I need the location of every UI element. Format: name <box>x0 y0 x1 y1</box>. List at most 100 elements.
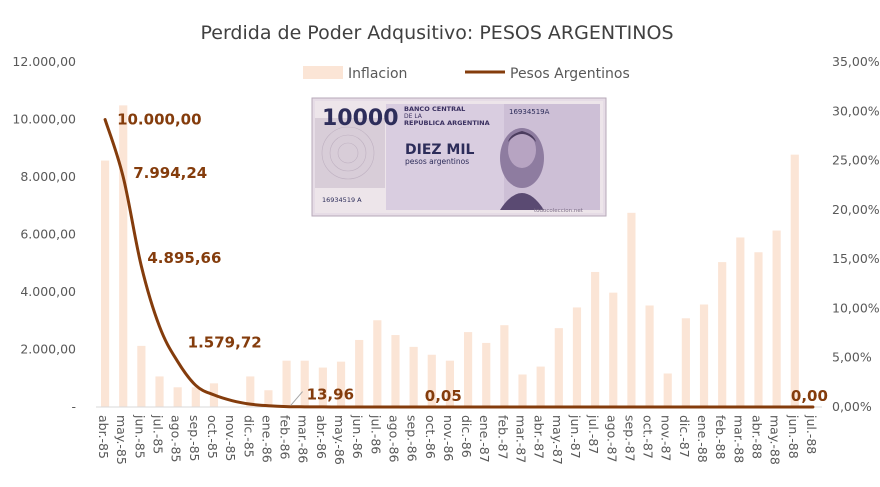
x-axis-tick-label: abr.-85 <box>96 415 111 459</box>
inflacion-bar <box>536 366 545 407</box>
inflacion-bar <box>300 360 309 407</box>
inflacion-bar <box>736 237 745 407</box>
x-axis-tick-label: jul.-86 <box>368 414 383 454</box>
inflacion-bar <box>191 387 200 407</box>
inflacion-bar <box>463 332 473 407</box>
data-label: 0,00 <box>791 387 828 405</box>
x-axis-tick-label: ene.-86 <box>259 415 274 463</box>
data-label: 13,96 <box>307 386 354 404</box>
x-axis-tick-label: jun.-86 <box>350 414 365 459</box>
inflacion-bar <box>772 230 781 407</box>
left-axis-tick-label: 2.000,00 <box>20 342 76 357</box>
x-axis-tick-label: jul.-87 <box>586 414 601 454</box>
x-axis-tick-label: nov.-86 <box>441 415 456 461</box>
inflacion-bar <box>355 339 364 407</box>
x-axis-tick-label: may.-87 <box>550 415 565 465</box>
x-axis-tick-label: abr.-88 <box>749 415 764 459</box>
inflacion-bar <box>754 252 763 407</box>
left-axis-tick-label: 8.000,00 <box>20 169 76 184</box>
x-axis-tick-label: sep.-86 <box>405 415 420 462</box>
inflacion-bar <box>572 307 582 407</box>
right-axis-tick-label: 25,00% <box>832 153 880 168</box>
inflacion-bar <box>246 376 255 407</box>
left-axis: - 2.000,00 4.000,00 6.000,00 8.000,00 10.000,… <box>12 54 76 414</box>
banknote-bank-line1: BANCO CENTRAL <box>404 105 465 113</box>
x-axis-tick-label: ene.-87 <box>477 415 492 463</box>
x-axis-tick-label: sep.-87 <box>622 415 637 462</box>
data-label: 1.579,72 <box>188 334 262 352</box>
x-axis-tick-label: jul.-88 <box>804 414 819 454</box>
x-axis-tick-label: jun.-87 <box>568 414 583 459</box>
x-axis-ticks: abr.-85 may.-85 jun.-85 jul.-85 ago.-85 sep.-… <box>96 414 819 465</box>
right-axis-tick-label: 30,00% <box>832 103 880 118</box>
x-axis-tick-label: may.-85 <box>114 415 129 465</box>
x-axis-tick-label: nov.-87 <box>659 415 674 461</box>
inflacion-bar <box>155 376 164 407</box>
x-axis-tick-label: oct.-87 <box>641 415 656 459</box>
x-axis-tick-label: jun.-85 <box>132 414 147 459</box>
data-labels: 10.000,00 7.994,24 4.895,66 1.579,72 13,96 0,… <box>117 111 828 406</box>
x-axis-tick-label: dic.-87 <box>677 415 692 458</box>
x-axis-tick-label: mar.-87 <box>514 415 529 463</box>
right-axis-tick-label: 20,00% <box>832 202 880 217</box>
x-axis-tick-label: mar.-88 <box>731 415 746 463</box>
inflacion-bars <box>100 105 799 407</box>
x-axis-tick-label: ago.-87 <box>604 415 619 462</box>
inflacion-bar <box>699 304 709 407</box>
inflacion-bar <box>336 361 346 407</box>
inflacion-bar <box>609 292 618 407</box>
x-axis-tick-label: sep.-85 <box>187 415 202 462</box>
inflacion-bar <box>427 354 436 407</box>
x-axis-tick-label: may.-88 <box>768 415 783 465</box>
inflacion-bar <box>500 325 509 407</box>
inflacion-bar <box>318 367 327 407</box>
inflacion-bar <box>445 360 455 407</box>
banknote-amount: 10000 <box>322 106 399 131</box>
legend: Inflacion Pesos Argentinos <box>303 66 630 82</box>
inflacion-bar <box>373 320 382 407</box>
inflacion-bar <box>391 335 400 407</box>
banknote-serial-bottom: 16934519 A <box>322 196 362 204</box>
legend-label-pesos: Pesos Argentinos <box>510 66 630 82</box>
x-axis-tick-label: dic.-86 <box>459 415 474 458</box>
inflacion-bar <box>663 373 672 407</box>
data-label: 0,05 <box>425 387 462 405</box>
inflacion-bar <box>790 154 799 407</box>
data-label: 4.895,66 <box>147 249 221 267</box>
x-axis-tick-label: feb.-87 <box>495 415 510 459</box>
x-axis-tick-label: nov.-85 <box>223 415 238 461</box>
inflacion-bar <box>645 305 654 407</box>
banknote-watermark: todocoleccion.net <box>534 208 584 214</box>
x-axis-tick-label: ago.-85 <box>169 415 184 462</box>
x-axis-tick-label: jul.-85 <box>151 414 166 454</box>
inflacion-bar <box>554 328 563 407</box>
x-axis-tick-label: mar.-86 <box>296 415 311 463</box>
inflacion-bar <box>409 346 418 407</box>
chart-title: Perdida de Poder Adqusitivo: PESOS ARGEN… <box>200 22 673 44</box>
x-axis-tick-label: oct.-86 <box>423 415 438 459</box>
right-axis-tick-label: 10,00% <box>832 300 880 315</box>
x-axis-tick-label: oct.-85 <box>205 415 220 459</box>
x-axis-tick-label: may.-86 <box>332 415 347 465</box>
inflacion-bar <box>119 105 128 407</box>
banknote-bank-line3: REPUBLICA ARGENTINA <box>404 119 490 127</box>
banknote-currency: pesos argentinos <box>405 157 469 166</box>
inflacion-bar <box>264 390 273 407</box>
inflacion-bar <box>482 342 491 407</box>
x-axis-tick-label: feb.-86 <box>278 415 293 459</box>
banknote-image: 10000 BANCO CENTRAL DE LA REPUBLICA ARGE… <box>311 97 607 217</box>
inflacion-bar <box>282 360 291 407</box>
legend-label-inflacion: Inflacion <box>348 66 407 82</box>
right-axis: 0,00% 5,00% 10,00% 15,00% 20,00% 25,00% 30,00%… <box>832 54 880 414</box>
legend-swatch-inflacion <box>303 66 343 79</box>
left-axis-tick-label: 4.000,00 <box>20 284 76 299</box>
data-label: 7.994,24 <box>133 164 207 182</box>
left-axis-tick-label: 10.000,00 <box>12 112 76 127</box>
right-axis-tick-label: 35,00% <box>832 54 880 69</box>
left-axis-tick-label: - <box>71 399 76 414</box>
pesos-argentinos-line <box>103 118 815 409</box>
banknote-words: DIEZ MIL <box>405 142 475 158</box>
inflacion-bar <box>518 374 527 407</box>
